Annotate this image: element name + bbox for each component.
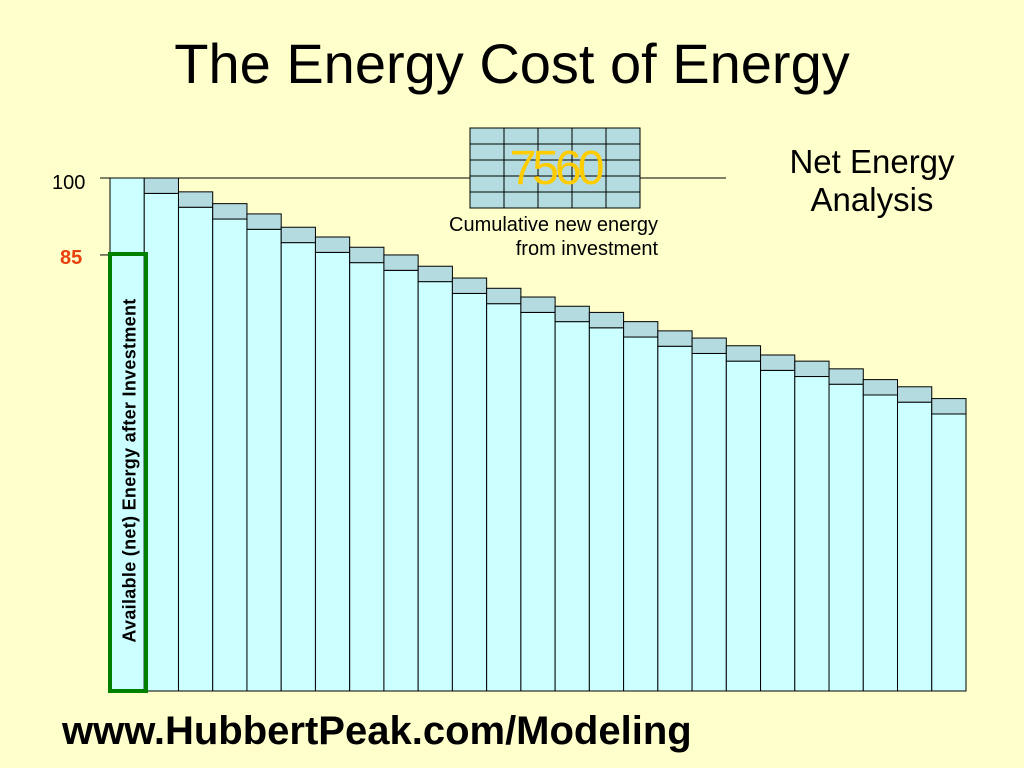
net-energy-bar-23 xyxy=(862,394,899,692)
investment-segment-18 xyxy=(691,337,727,354)
investment-segment-14 xyxy=(554,305,590,323)
net-energy-bar-24 xyxy=(897,401,933,692)
net-energy-bar-15 xyxy=(588,327,625,692)
investment-segment-22 xyxy=(828,368,864,385)
net-energy-bar-11 xyxy=(451,292,488,692)
investment-segment-20 xyxy=(760,354,796,371)
net-energy-bar-17 xyxy=(657,345,693,692)
investment-segment-16 xyxy=(623,321,659,338)
investment-segment-24 xyxy=(897,386,933,403)
investment-segment-8 xyxy=(349,246,385,264)
net-energy-bar-25 xyxy=(931,413,967,692)
net-energy-bar-7 xyxy=(314,251,351,692)
net-energy-bar-16 xyxy=(623,336,659,692)
net-energy-bar-5 xyxy=(246,228,282,692)
investment-segment-4 xyxy=(212,203,248,220)
side-title: Net Energy Analysis xyxy=(789,143,955,218)
investment-segment-13 xyxy=(520,296,556,313)
investment-segment-2 xyxy=(143,177,179,194)
grid-value-60: 60 xyxy=(555,142,604,195)
net-energy-bar-21 xyxy=(794,376,830,692)
slide-title: The Energy Cost of Energy xyxy=(174,32,850,95)
net-energy-bar-13 xyxy=(520,311,556,692)
investment-segment-7 xyxy=(314,236,351,253)
investment-segment-23 xyxy=(862,379,899,396)
net-energy-bar-2 xyxy=(143,192,179,692)
net-energy-bar-4 xyxy=(212,218,248,692)
net-energy-bar-1 xyxy=(109,177,145,692)
investment-segment-6 xyxy=(280,226,316,244)
investment-segment-15 xyxy=(588,311,625,329)
net-energy-bar-19 xyxy=(725,360,762,692)
net-energy-bar-9 xyxy=(383,269,419,692)
y-tick-85: 85 xyxy=(60,247,83,269)
investment-segment-12 xyxy=(486,287,522,305)
investment-segment-19 xyxy=(725,345,762,362)
cumulative-grid-cell xyxy=(605,191,641,209)
investment-segment-21 xyxy=(794,360,830,378)
investment-segment-3 xyxy=(177,191,214,208)
net-energy-bar-12 xyxy=(486,303,522,692)
net-energy-bar-8 xyxy=(349,262,385,692)
available-net-energy-box xyxy=(108,252,148,693)
investment-segment-5 xyxy=(246,213,282,230)
investment-segment-25 xyxy=(931,398,967,415)
net-energy-bar-20 xyxy=(760,369,796,692)
net-energy-bar-14 xyxy=(554,321,590,692)
investment-segment-17 xyxy=(657,330,693,347)
y-tick-100: 100 xyxy=(52,172,86,194)
net-energy-bar-6 xyxy=(280,242,316,692)
available-net-energy-text: Available (net) Energy after Investment xyxy=(119,297,140,643)
net-energy-bar-18 xyxy=(691,352,727,692)
investment-segment-9 xyxy=(383,254,419,271)
investment-segment-11 xyxy=(451,277,488,294)
cumulative-grid-value: 7560 xyxy=(470,141,640,197)
grid-value-75: 75 xyxy=(509,142,559,195)
investment-segment-10 xyxy=(417,265,453,283)
footer-url: www.HubbertPeak.com/Modeling xyxy=(62,709,692,753)
available-net-energy-label: Available (net) Energy after Investment xyxy=(118,260,142,680)
net-energy-bar-22 xyxy=(828,383,864,692)
net-energy-bar-3 xyxy=(177,206,214,692)
grid-caption: Cumulative new energy from investment xyxy=(449,214,658,260)
net-energy-bar-10 xyxy=(417,281,453,692)
